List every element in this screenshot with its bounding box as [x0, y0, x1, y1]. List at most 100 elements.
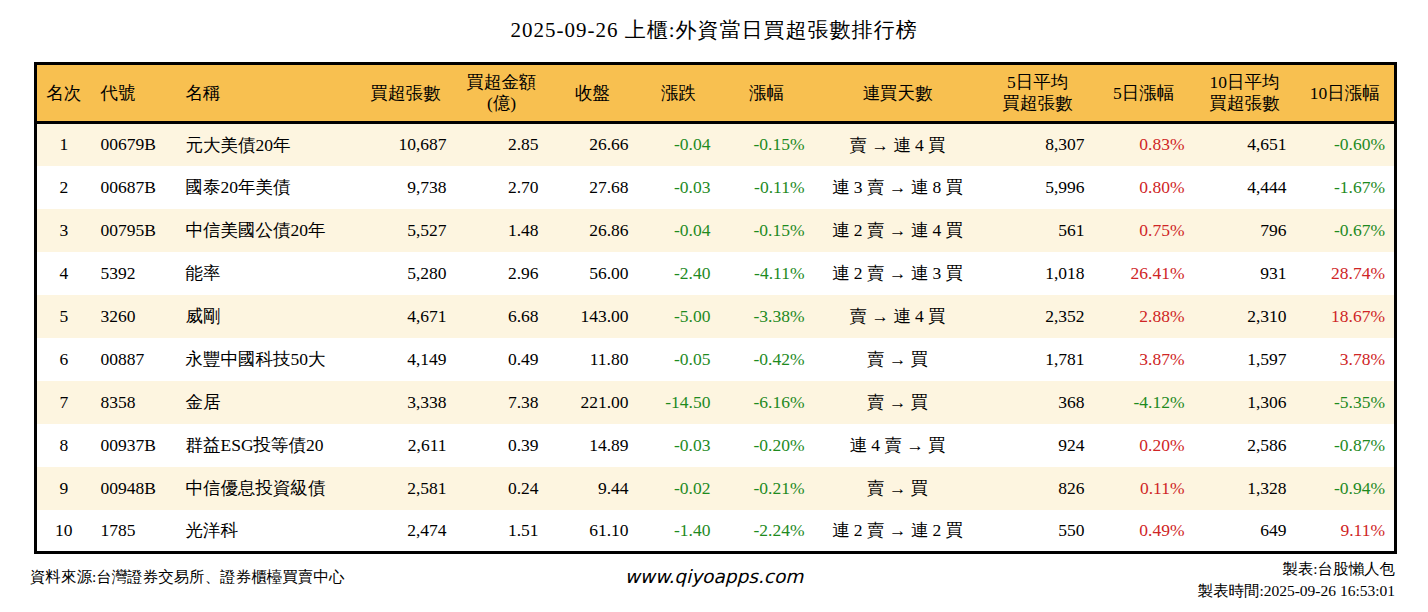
cell-rank: 2: [36, 166, 91, 209]
cell-code: 00948B: [91, 467, 176, 510]
cell-net-buy-amount: 7.38: [456, 381, 548, 424]
cell-name: 國泰20年美債: [176, 166, 356, 209]
table-row: 900948B中信優息投資級債2,5810.249.44-0.02-0.21%賣…: [36, 467, 1396, 510]
cell-rank: 3: [36, 209, 91, 252]
cell-name: 光洋科: [176, 510, 356, 553]
cell-rank: 4: [36, 252, 91, 295]
cell-code: 1785: [91, 510, 176, 553]
cell-buy-streak: 賣 → 買: [814, 381, 982, 424]
cell-avg5d-net-buy-volume: 8,307: [982, 123, 1094, 166]
cell-change-pct-5d: 26.41%: [1094, 252, 1194, 295]
cell-code: 00887: [91, 338, 176, 381]
table-row: 101785光洋科2,4741.5161.10-1.40-2.24%連 2 賣 …: [36, 510, 1396, 553]
cell-price-change: -0.03: [638, 424, 720, 467]
cell-buy-streak: 賣 → 買: [814, 467, 982, 510]
header-avg10d-net-buy-volume: 10日平均 買超張數: [1194, 64, 1296, 123]
cell-change-pct-5d: 0.20%: [1094, 424, 1194, 467]
cell-price-change: -14.50: [638, 381, 720, 424]
table-row: 200687B國泰20年美債9,7382.7027.68-0.03-0.11%連…: [36, 166, 1396, 209]
cell-change-pct-10d: -1.67%: [1296, 166, 1396, 209]
cell-net-buy-amount: 0.24: [456, 467, 548, 510]
cell-price-change: -1.40: [638, 510, 720, 553]
header-change-pct-10d: 10日漲幅: [1296, 64, 1396, 123]
cell-change-pct-10d: 9.11%: [1296, 510, 1396, 553]
cell-name: 永豐中國科技50大: [176, 338, 356, 381]
cell-avg5d-net-buy-volume: 924: [982, 424, 1094, 467]
cell-net-buy-volume: 4,149: [356, 338, 456, 381]
header-close-price: 收盤: [548, 64, 638, 123]
header-avg5d-net-buy-volume: 5日平均 買超張數: [982, 64, 1094, 123]
table-row: 800937B群益ESG投等債202,6110.3914.89-0.03-0.2…: [36, 424, 1396, 467]
cell-price-change-pct: -3.38%: [720, 295, 814, 338]
header-change-pct-5d: 5日漲幅: [1094, 64, 1194, 123]
cell-buy-streak: 連 2 賣 → 連 4 買: [814, 209, 982, 252]
cell-price-change: -0.03: [638, 166, 720, 209]
cell-net-buy-volume: 10,687: [356, 123, 456, 166]
cell-avg5d-net-buy-volume: 550: [982, 510, 1094, 553]
cell-change-pct-5d: 3.87%: [1094, 338, 1194, 381]
cell-change-pct-10d: -0.60%: [1296, 123, 1396, 166]
cell-net-buy-volume: 9,738: [356, 166, 456, 209]
cell-change-pct-10d: 18.67%: [1296, 295, 1396, 338]
cell-price-change-pct: -0.20%: [720, 424, 814, 467]
cell-avg10d-net-buy-volume: 4,444: [1194, 166, 1296, 209]
cell-close-price: 14.89: [548, 424, 638, 467]
cell-net-buy-amount: 6.68: [456, 295, 548, 338]
footer-credits: 製表:台股懶人包 製表時間:2025-09-26 16:53:01: [1197, 558, 1395, 603]
cell-price-change-pct: -0.21%: [720, 467, 814, 510]
header-name: 名稱: [176, 64, 356, 123]
table-row: 600887永豐中國科技50大4,1490.4911.80-0.05-0.42%…: [36, 338, 1396, 381]
cell-close-price: 26.86: [548, 209, 638, 252]
cell-change-pct-5d: 0.49%: [1094, 510, 1194, 553]
cell-buy-streak: 賣 → 連 4 買: [814, 295, 982, 338]
author-note: 製表:台股懶人包: [1197, 558, 1395, 580]
cell-change-pct-10d: -5.35%: [1296, 381, 1396, 424]
cell-price-change: -2.40: [638, 252, 720, 295]
cell-close-price: 143.00: [548, 295, 638, 338]
cell-price-change-pct: -0.42%: [720, 338, 814, 381]
cell-net-buy-volume: 2,581: [356, 467, 456, 510]
header-price-change: 漲跌: [638, 64, 720, 123]
cell-change-pct-10d: -0.67%: [1296, 209, 1396, 252]
cell-buy-streak: 連 2 賣 → 連 3 買: [814, 252, 982, 295]
cell-buy-streak: 連 4 賣 → 買: [814, 424, 982, 467]
cell-code: 00679B: [91, 123, 176, 166]
cell-avg10d-net-buy-volume: 649: [1194, 510, 1296, 553]
header-code: 代號: [91, 64, 176, 123]
cell-change-pct-10d: -0.94%: [1296, 467, 1396, 510]
cell-close-price: 9.44: [548, 467, 638, 510]
cell-net-buy-amount: 1.48: [456, 209, 548, 252]
cell-avg10d-net-buy-volume: 796: [1194, 209, 1296, 252]
cell-price-change: -0.02: [638, 467, 720, 510]
cell-price-change: -0.04: [638, 209, 720, 252]
cell-rank: 5: [36, 295, 91, 338]
cell-rank: 7: [36, 381, 91, 424]
cell-code: 00687B: [91, 166, 176, 209]
cell-buy-streak: 連 2 賣 → 連 2 買: [814, 510, 982, 553]
cell-code: 8358: [91, 381, 176, 424]
cell-close-price: 56.00: [548, 252, 638, 295]
cell-change-pct-5d: 0.75%: [1094, 209, 1194, 252]
cell-buy-streak: 賣 → 買: [814, 338, 982, 381]
cell-name: 威剛: [176, 295, 356, 338]
cell-change-pct-5d: 2.88%: [1094, 295, 1194, 338]
cell-change-pct-5d: 0.11%: [1094, 467, 1194, 510]
header-net-buy-volume: 買超張數: [356, 64, 456, 123]
cell-change-pct-10d: 3.78%: [1296, 338, 1396, 381]
cell-net-buy-volume: 4,671: [356, 295, 456, 338]
cell-net-buy-volume: 2,611: [356, 424, 456, 467]
cell-net-buy-amount: 0.49: [456, 338, 548, 381]
cell-price-change-pct: -0.15%: [720, 123, 814, 166]
cell-avg5d-net-buy-volume: 1,781: [982, 338, 1094, 381]
cell-avg5d-net-buy-volume: 2,352: [982, 295, 1094, 338]
cell-rank: 1: [36, 123, 91, 166]
cell-code: 3260: [91, 295, 176, 338]
cell-name: 能率: [176, 252, 356, 295]
cell-net-buy-volume: 2,474: [356, 510, 456, 553]
cell-price-change-pct: -6.16%: [720, 381, 814, 424]
cell-name: 金居: [176, 381, 356, 424]
cell-rank: 6: [36, 338, 91, 381]
cell-price-change-pct: -0.15%: [720, 209, 814, 252]
cell-change-pct-5d: 0.80%: [1094, 166, 1194, 209]
cell-change-pct-10d: -0.87%: [1296, 424, 1396, 467]
